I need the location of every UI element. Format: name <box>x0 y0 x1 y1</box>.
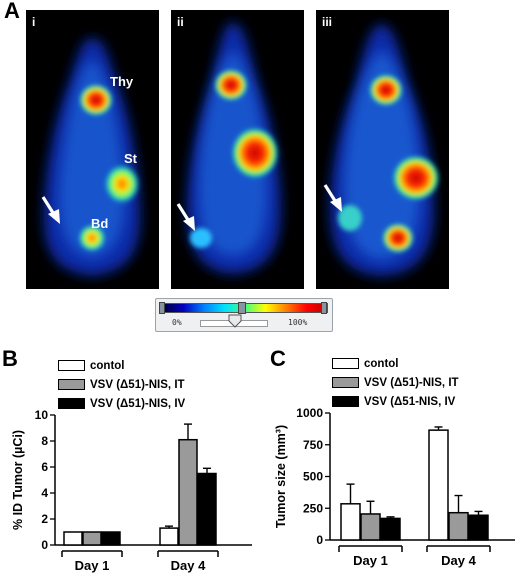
colorbar-min-handle[interactable] <box>159 302 165 314</box>
colorbar-min-label: 0% <box>172 318 182 327</box>
legend-b-entry-control: contol <box>58 357 185 376</box>
category-bracket <box>426 545 491 552</box>
tumor-arrow-icon <box>176 203 195 231</box>
legend-b-entry-it: VSV (Δ51)-NIS, IT <box>58 376 185 395</box>
colorbar-window-handle[interactable] <box>238 302 246 314</box>
y-tick-label: 8 <box>41 434 48 448</box>
legend-c-entry-iv: VSV (Δ51-NIS, IV <box>332 393 459 412</box>
bar <box>82 531 102 546</box>
bar <box>197 472 217 546</box>
legend-swatch <box>58 379 85 391</box>
bar <box>448 511 469 541</box>
tumor-arrow-icon <box>41 196 60 224</box>
organ-label-stomach: St <box>124 151 137 166</box>
y-tick-label: 1000 <box>296 406 323 420</box>
chart-b: 0 2 4 6 8 10 % ID Tumor (µCi) Day 1 Day 4 <box>11 408 252 573</box>
x-category-label: Day 4 <box>441 553 476 568</box>
colorbar-max-handle[interactable] <box>321 302 327 314</box>
y-tick-label: 0 <box>316 533 323 547</box>
legend-swatch <box>58 360 85 372</box>
legend-swatch <box>332 396 359 408</box>
x-category-label: Day 1 <box>353 553 388 568</box>
image-numeral-ii: ii <box>177 15 184 29</box>
legend-c-entry-it: VSV (Δ51)-NIS, IT <box>332 374 459 393</box>
legend-label: VSV (Δ51)-NIS, IV <box>90 398 186 410</box>
y-tick-label: 6 <box>41 460 48 474</box>
organ-label-thyroid: Thy <box>110 74 134 89</box>
spect-image-iii: iii <box>316 10 449 289</box>
image-numeral-i: i <box>32 15 36 29</box>
category-bracket <box>157 550 219 557</box>
y-tick-label: 2 <box>41 512 48 526</box>
y-tick-label: 10 <box>35 408 49 422</box>
bar <box>380 517 401 541</box>
category-bracket <box>338 545 403 552</box>
legend-c-entry-control: contol <box>332 355 459 374</box>
legend-label: VSV (Δ51-NIS, IV <box>364 396 456 408</box>
spect-image-ii: ii <box>171 10 304 289</box>
panel-a-letter: A <box>4 0 20 23</box>
legend-c: contol VSV (Δ51)-NIS, IT VSV (Δ51-NIS, I… <box>332 355 459 412</box>
y-tick-label: 4 <box>41 486 48 500</box>
y-tick-label: 500 <box>303 470 323 484</box>
legend-label: contol <box>364 358 399 370</box>
y-axis-label: Tumor size (mm³) <box>274 425 288 528</box>
organ-label-bladder: Bd <box>91 216 109 231</box>
spect-image-iii-heatmap <box>330 24 440 276</box>
tumor-arrow-icon <box>323 184 342 212</box>
colorbar-widget: 0% 100% <box>155 298 333 332</box>
legend-b-entry-iv: VSV (Δ51)-NIS, IV <box>58 395 185 414</box>
y-axis-label: % ID Tumor (µCi) <box>11 430 25 530</box>
legend-label: VSV (Δ51)-NIS, IT <box>364 377 459 389</box>
legend-label: VSV (Δ51)-NIS, IT <box>90 379 185 391</box>
legend-b: contol VSV (Δ51)-NIS, IT VSV (Δ51)-NIS, … <box>58 357 185 414</box>
spect-image-ii-heatmap <box>187 22 281 274</box>
slider-thumb-icon[interactable] <box>228 314 242 328</box>
bar <box>340 503 361 541</box>
bar <box>428 429 449 541</box>
legend-swatch <box>58 398 85 410</box>
spect-image-i-heatmap <box>43 38 141 276</box>
legend-label: contol <box>90 360 125 372</box>
y-tick-label: 750 <box>303 438 323 452</box>
colorbar-max-label: 100% <box>288 318 308 327</box>
y-tick-label: 250 <box>303 501 323 515</box>
spect-image-i: i Thy St Bd <box>26 10 159 289</box>
bar <box>101 531 121 546</box>
bar <box>468 514 489 541</box>
y-tick-label: 0 <box>41 538 48 552</box>
bar <box>360 513 381 541</box>
x-category-label: Day 4 <box>171 558 206 573</box>
panel-b-letter: B <box>2 346 18 371</box>
bar <box>159 527 179 546</box>
bar <box>178 438 198 546</box>
category-bracket <box>61 550 123 557</box>
legend-swatch <box>332 377 359 389</box>
x-category-label: Day 1 <box>75 558 110 573</box>
chart-c: 0 250 500 750 1000 Tumor size (mm³) Day 1 Day 4 <box>274 406 515 568</box>
image-numeral-iii: iii <box>322 15 333 29</box>
bar <box>63 531 83 546</box>
legend-swatch <box>332 358 359 370</box>
panel-c-letter: C <box>270 346 286 371</box>
